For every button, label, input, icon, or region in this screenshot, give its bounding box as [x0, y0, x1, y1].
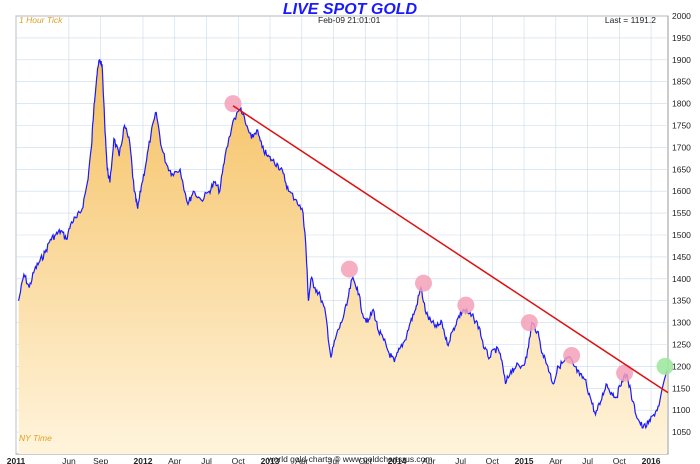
breakout-marker — [656, 357, 674, 375]
x-tick-label: Jul — [455, 456, 466, 464]
x-axis: 2011 Jun Sep 2012 Apr Jul Oct 2013 Apr Jul Oct 2014… — [7, 456, 661, 464]
x-tick-label: Jul — [582, 456, 593, 464]
y-tick-label: 1450 — [672, 252, 691, 262]
trend-touch-marker — [520, 314, 538, 332]
x-tick-label: 2015 — [515, 456, 534, 464]
x-tick-label: Jul — [328, 456, 339, 464]
x-tick-label: 2014 — [388, 456, 407, 464]
x-tick-label: 2011 — [7, 456, 26, 464]
y-tick-label: 1800 — [672, 99, 691, 109]
chart-footer-credit: world gold charts © www.goldchartsrus.co… — [267, 454, 433, 464]
y-axis: 1050 1100 1150 1200 1250 1300 1350 1400 1450 1500… — [672, 11, 691, 437]
x-tick-label: 2013 — [261, 456, 280, 464]
x-tick-label: Oct — [359, 456, 373, 464]
y-tick-label: 1550 — [672, 208, 691, 218]
x-tick-label: Jul — [201, 456, 212, 464]
x-tick-label: Apr — [168, 456, 181, 464]
price-area-fill — [18, 59, 667, 455]
trend-touch-marker — [616, 364, 634, 382]
price-series-line — [18, 59, 668, 430]
y-tick-label: 1100 — [672, 405, 691, 415]
trend-touch-marker — [415, 274, 432, 292]
y-tick-label: 1050 — [672, 427, 691, 437]
x-tick-label: Apr — [549, 456, 562, 464]
y-tick-label: 1900 — [672, 55, 691, 65]
y-tick-label: 1700 — [672, 142, 691, 152]
x-tick-label: Oct — [232, 456, 246, 464]
y-tick-label: 1600 — [672, 186, 691, 196]
x-tick-label: 2012 — [134, 456, 153, 464]
x-tick-label: Jun — [62, 456, 76, 464]
y-tick-label: 2000 — [672, 11, 691, 21]
y-tick-label: 1750 — [672, 121, 691, 131]
tick-interval-label: 1 Hour Tick — [19, 15, 63, 25]
y-tick-label: 1650 — [672, 164, 691, 174]
touch-markers — [224, 95, 674, 382]
timezone-label: NY Time — [19, 433, 52, 443]
trend-touch-marker — [457, 296, 475, 314]
y-tick-label: 1250 — [672, 340, 691, 350]
y-tick-label: 1150 — [672, 383, 691, 393]
x-tick-label: Sep — [93, 456, 108, 464]
downtrend-line — [232, 105, 669, 394]
x-tick-label: Apr — [295, 456, 308, 464]
y-tick-label: 1850 — [672, 77, 691, 87]
y-tick-label: 1300 — [672, 318, 691, 328]
y-tick-label: 1950 — [672, 33, 691, 43]
x-tick-label: Oct — [486, 456, 500, 464]
x-tick-label: Apr — [422, 456, 435, 464]
y-tick-label: 1400 — [672, 274, 691, 284]
trend-touch-marker — [340, 260, 358, 278]
x-tick-label: Oct — [613, 456, 627, 464]
x-tick-label: 2016 — [642, 456, 661, 464]
timestamp-label: Feb-09 21:01:01 — [318, 15, 381, 25]
y-tick-label: 1500 — [672, 230, 691, 240]
chart-title: LIVE SPOT GOLD — [282, 1, 418, 18]
y-tick-label: 1200 — [672, 361, 691, 371]
trend-touch-marker — [563, 346, 581, 364]
y-tick-label: 1350 — [672, 296, 691, 306]
last-price-label: Last = 1191.2 — [604, 15, 656, 25]
